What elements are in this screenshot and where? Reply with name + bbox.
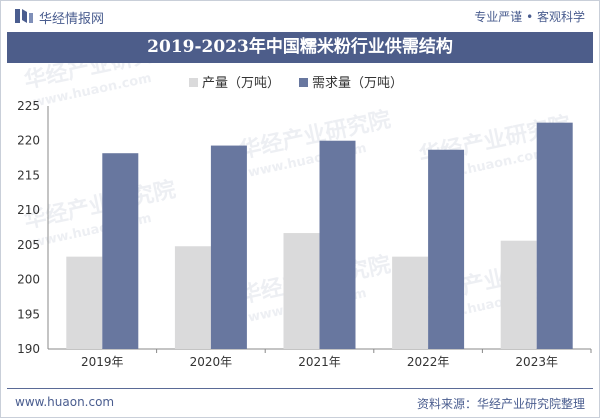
- y-tick-label: 220: [17, 134, 40, 148]
- y-tick-label: 200: [17, 273, 40, 287]
- production-bar: [392, 256, 429, 349]
- brand-name: 华经情报网: [39, 12, 105, 27]
- x-tick-label: 2019年: [81, 355, 124, 369]
- production-bar: [66, 256, 103, 349]
- footer-divider: [7, 388, 593, 389]
- huajing-logo-icon: [15, 9, 33, 23]
- bars-layer: [66, 122, 573, 349]
- slogan: 专业严谨 • 客观科学: [474, 10, 585, 24]
- legend-swatch-production: [189, 78, 198, 87]
- legend: 产量（万吨） 需求量（万吨）: [189, 76, 403, 91]
- legend-swatch-demand: [299, 78, 308, 87]
- labels-layer: 2019年 2020年 2021年 2022年 2023年: [81, 355, 558, 369]
- legend-label-demand: 需求量（万吨）: [312, 76, 403, 91]
- footer-website: www.huaon.com: [15, 395, 115, 409]
- y-tick-label: 215: [17, 168, 40, 182]
- production-bar: [500, 240, 537, 349]
- legend-label-production: 产量（万吨）: [202, 76, 280, 91]
- demand-bar: [428, 149, 465, 349]
- y-tick-label: 195: [17, 307, 40, 321]
- y-tick-label: 205: [17, 238, 40, 252]
- demand-bar: [102, 153, 139, 349]
- top-bar: 华经情报网 专业严谨 • 客观科学: [1, 1, 599, 31]
- x-tick-label: 2022年: [407, 355, 450, 369]
- production-bar: [283, 233, 320, 349]
- x-tick-label: 2020年: [190, 355, 233, 369]
- demand-bar: [319, 140, 356, 349]
- axis-layer: 190 195 200 205 210 215 220 225: [17, 99, 592, 356]
- chart-title: 2019-2023年中国糯米粉行业供需结构: [7, 32, 593, 63]
- production-bar: [174, 246, 211, 349]
- y-tick-label: 210: [17, 203, 40, 217]
- x-tick-label: 2021年: [298, 355, 341, 369]
- footer-source: 资料来源：华经产业研究院整理: [416, 397, 585, 411]
- x-tick-label: 2023年: [515, 355, 558, 369]
- y-tick-label: 225: [17, 99, 40, 113]
- demand-bar: [536, 122, 573, 349]
- demand-bar: [210, 145, 247, 349]
- y-tick-label: 190: [17, 342, 40, 356]
